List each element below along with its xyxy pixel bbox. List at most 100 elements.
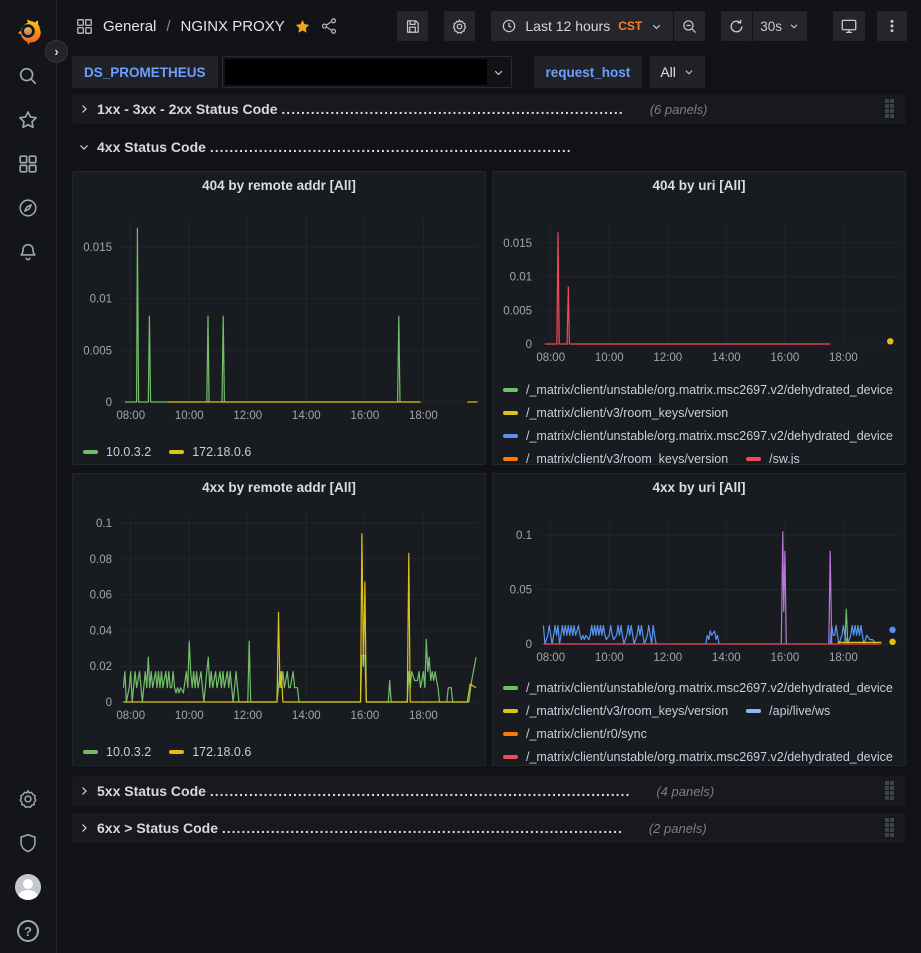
variable-value-dropdown-ds-prometheus[interactable] [221, 56, 512, 88]
svg-text:0: 0 [106, 397, 112, 409]
panel-title[interactable]: 4xx by uri [All] [652, 479, 746, 495]
series-label: /_matrix/client/v3/room_keys/version [526, 405, 729, 420]
row-header-4xx[interactable]: 4xx Status Code ........................… [72, 132, 906, 162]
refresh-button[interactable] [721, 11, 753, 41]
svg-text:0: 0 [106, 697, 112, 709]
time-range-picker[interactable]: Last 12 hours CST [491, 11, 674, 41]
series-color-swatch [503, 685, 518, 690]
help-icon: ? [17, 920, 39, 942]
legend-item[interactable]: /_matrix/client/v3/room_keys/version [503, 452, 728, 464]
save-dashboard-button[interactable] [397, 11, 429, 41]
more-options-kebab-button[interactable] [877, 11, 907, 41]
svg-text:18:00: 18:00 [829, 652, 858, 664]
legend-item[interactable]: /_matrix/client/unstable/org.matrix.msc2… [503, 750, 893, 764]
refresh-interval-value: 30s [760, 18, 782, 34]
timeseries-chart[interactable]: 08:00 10:00 12:00 14:00 16:00 18:00 0 0.05 0.1 [493, 500, 905, 672]
panel-404-by-uri: 404 by uri [All] 08:00 10:00 12:00 14:00 16:… [492, 171, 906, 465]
gear-icon [19, 789, 37, 809]
sidebar-item-configuration[interactable] [0, 777, 57, 821]
panel-title[interactable]: 404 by uri [All] [652, 177, 746, 193]
series-color-swatch [503, 731, 518, 736]
series-label: 172.18.0.6 [192, 444, 252, 459]
timezone-label: CST [618, 19, 643, 33]
variables-bar: DS_PROMETHEUS request_host All [57, 52, 921, 92]
grafana-logo[interactable] [0, 8, 57, 54]
zoom-out-time-button[interactable] [674, 11, 706, 41]
legend-item[interactable]: /_matrix/client/unstable/org.matrix.msc2… [503, 383, 893, 397]
series-color-swatch [83, 449, 98, 454]
legend-item[interactable]: 172.18.0.6 [169, 745, 251, 759]
grafana-logo-icon [18, 19, 41, 45]
variable-label-request-host[interactable]: request_host [533, 56, 643, 88]
tv-mode-button[interactable] [833, 11, 865, 41]
row-title: 4xx Status Code [97, 139, 206, 155]
sidebar-item-search[interactable] [0, 54, 57, 98]
row-header-5xx[interactable]: 5xx Status Code ........................… [72, 776, 906, 806]
sidebar-item-explore[interactable] [0, 186, 57, 230]
row-panel-count: (2 panels) [648, 820, 707, 836]
row-drag-handle[interactable] [885, 781, 898, 801]
svg-text:08:00: 08:00 [536, 652, 565, 664]
sidebar-item-alerting[interactable] [0, 230, 57, 274]
legend-row: /_matrix/client/unstable/org.matrix.msc2… [503, 424, 899, 447]
svg-text:12:00: 12:00 [233, 410, 262, 422]
timeseries-chart[interactable]: 08:00 10:00 12:00 14:00 16:00 18:00 0 0.02 0.04 0… [73, 500, 485, 736]
svg-text:14:00: 14:00 [712, 652, 741, 664]
dashboard-title[interactable]: NGINX PROXY [180, 17, 285, 35]
legend-row: 10.0.3.2 172.18.0.6 [83, 740, 479, 763]
series-color-swatch [83, 749, 98, 754]
timeseries-chart[interactable]: 08:00 10:00 12:00 14:00 16:00 18:00 0 0.005 0.01… [73, 198, 485, 436]
sidebar-item-profile[interactable] [0, 865, 57, 909]
row-drag-handle[interactable] [885, 818, 898, 838]
breadcrumb-section[interactable]: General [103, 17, 157, 35]
row-header-6xx[interactable]: 6xx > Status Code ......................… [72, 813, 906, 843]
legend-item[interactable]: /_matrix/client/v3/room_keys/version [503, 406, 728, 420]
legend-item[interactable]: 172.18.0.6 [169, 445, 251, 459]
panel-title[interactable]: 404 by remote addr [All] [202, 177, 356, 193]
row-header-1xx-3xx-2xx[interactable]: 1xx - 3xx - 2xx Status Code ............… [72, 94, 906, 124]
legend-row: /_matrix/client/unstable/org.matrix.msc2… [503, 676, 899, 699]
refresh-interval-dropdown[interactable]: 30s [753, 11, 807, 41]
share-icon[interactable] [320, 17, 338, 35]
timeseries-chart[interactable]: 08:00 10:00 12:00 14:00 16:00 18:00 0 0.005 0.01… [493, 198, 905, 374]
row-title-dots: ........................................… [281, 101, 624, 117]
dashboard-canvas: 1xx - 3xx - 2xx Status Code ............… [57, 92, 921, 953]
svg-text:14:00: 14:00 [292, 710, 321, 722]
series-color-swatch [503, 433, 518, 438]
legend-item[interactable]: /_matrix/client/v3/room_keys/version [503, 704, 728, 718]
svg-text:0.005: 0.005 [83, 345, 112, 357]
avatar [15, 874, 41, 900]
legend-item[interactable]: 10.0.3.2 [83, 745, 151, 759]
svg-text:18:00: 18:00 [409, 410, 438, 422]
sidebar-item-help[interactable]: ? [0, 909, 57, 953]
series-label: /_matrix/client/r0/sync [526, 726, 647, 741]
variable-label-ds-prometheus[interactable]: DS_PROMETHEUS [72, 56, 218, 88]
sidebar-item-server-admin[interactable] [0, 821, 57, 865]
sidebar-expand-button[interactable]: › [45, 40, 68, 63]
active-section-indicator [0, 104, 4, 136]
variable-value-dropdown-request-host[interactable]: All [650, 56, 705, 88]
svg-text:16:00: 16:00 [350, 410, 379, 422]
legend-item[interactable]: /_matrix/client/r0/sync [503, 727, 647, 741]
svg-text:0.01: 0.01 [90, 294, 112, 306]
legend-item[interactable]: /sw.js [746, 451, 800, 465]
legend-item[interactable]: 10.0.3.2 [83, 445, 151, 459]
refresh-icon [730, 19, 743, 32]
legend-item[interactable]: /_matrix/client/unstable/org.matrix.msc2… [503, 681, 893, 695]
svg-text:0: 0 [526, 639, 532, 651]
legend-item[interactable]: /_matrix/client/unstable/org.matrix.msc2… [503, 429, 893, 443]
sidebar-item-dashboards[interactable] [0, 142, 57, 186]
legend-item[interactable]: /api/live/ws [746, 704, 830, 718]
favorite-star-icon[interactable] [294, 18, 311, 35]
series-label: /sw.js [769, 451, 800, 465]
series-color-swatch [746, 456, 762, 461]
request-host-value: All [660, 64, 676, 80]
row-title-dots: ........................................… [209, 139, 572, 155]
row-drag-handle[interactable] [885, 99, 898, 119]
sidebar-item-starred[interactable] [0, 98, 57, 142]
dashboard-settings-button[interactable] [444, 11, 476, 41]
series-label: /_matrix/client/unstable/org.matrix.msc2… [526, 382, 893, 397]
svg-text:18:00: 18:00 [409, 710, 438, 722]
series-color-swatch [746, 708, 762, 713]
panel-title[interactable]: 4xx by remote addr [All] [202, 479, 356, 495]
